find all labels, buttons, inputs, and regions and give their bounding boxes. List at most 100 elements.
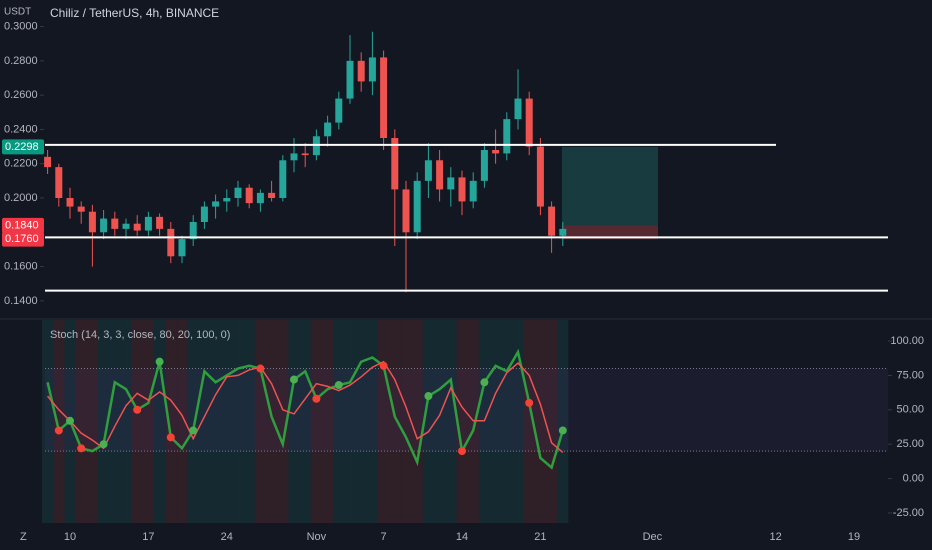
x-tick-label: 19 [848, 531, 860, 543]
regime-shade [109, 320, 121, 523]
candle-body [268, 192, 276, 198]
regime-shade [176, 320, 188, 523]
candle-body [189, 222, 197, 240]
regime-shade [355, 320, 367, 523]
candle-body [133, 223, 141, 231]
regime-shade [53, 320, 65, 523]
cross-dot [379, 361, 388, 370]
candle-body [380, 57, 388, 138]
candle-body [436, 160, 444, 190]
stoch-line [46, 348, 564, 470]
regime-shade [266, 320, 278, 523]
cross-dot [166, 433, 175, 442]
candle-body [346, 60, 354, 99]
cross-dot [480, 378, 489, 387]
y-tick-label: 0.1400 [4, 295, 38, 307]
cross-dot [77, 444, 86, 453]
symbol-title: Chiliz / TetherUS, 4h, BINANCE [50, 6, 219, 20]
y-tick-label: 100.00 [890, 335, 924, 347]
x-tick-label: 7 [381, 531, 387, 543]
candle-body [402, 189, 410, 233]
candle-body [279, 160, 287, 198]
indicator-title: Stoch (14, 3, 3, close, 80, 20, 100, 0) [50, 329, 230, 341]
regime-shade [557, 320, 569, 523]
cross-dot [525, 398, 534, 407]
candle-body [122, 223, 130, 229]
candle-body [66, 198, 74, 207]
candle-body [458, 177, 466, 202]
price-label-box [2, 139, 44, 155]
candle-body [514, 98, 522, 120]
regime-shade [366, 320, 378, 523]
x-tick-label: 14 [456, 531, 468, 543]
regime-shade [131, 320, 143, 523]
x-tick-label: Dec [643, 531, 663, 543]
y-tick-label: 0.2800 [4, 55, 38, 67]
cross-dot [256, 364, 265, 373]
candle-body [324, 122, 332, 137]
y-tick-label: -25.00 [893, 507, 924, 519]
regime-shade [288, 320, 300, 523]
candle-body [525, 98, 533, 147]
regime-shade [333, 320, 345, 523]
regime-shade [120, 320, 132, 523]
regime-shade [310, 320, 322, 523]
candle-body [88, 211, 96, 233]
regime-shade [456, 320, 468, 523]
regime-shade [322, 320, 334, 523]
candle-body [77, 206, 85, 212]
price-label: 0.1760 [5, 233, 39, 245]
candle-body [469, 180, 477, 202]
timezone-icon[interactable]: Z [20, 531, 27, 543]
candle-body [335, 98, 343, 123]
candle-body [144, 216, 152, 231]
cross-dot [189, 426, 198, 435]
candle-body [480, 150, 488, 181]
price-label: 0.1840 [5, 219, 39, 231]
x-tick-label: 12 [769, 531, 781, 543]
y-tick-label: 25.00 [896, 438, 924, 450]
regime-shade [534, 320, 546, 523]
regime-shade [277, 320, 289, 523]
cross-dot [334, 381, 343, 390]
cross-dot [558, 426, 567, 435]
candle-body [234, 187, 242, 198]
regime-shade [98, 320, 110, 523]
regime-shade [546, 320, 558, 523]
candle-body [212, 201, 220, 207]
profit-zone [562, 146, 658, 226]
candle-body [200, 206, 208, 222]
cross-dot [458, 447, 466, 456]
candle-body [492, 150, 500, 154]
regime-shade [86, 320, 98, 523]
candle-body [223, 198, 231, 202]
regime-shade [344, 320, 356, 523]
regime-shade [501, 320, 513, 523]
y-tick-label: 0.2600 [4, 89, 38, 101]
cross-dot [312, 394, 321, 403]
regime-shade [142, 320, 154, 523]
candle-body [167, 228, 175, 257]
y-tick-label: 0.2400 [4, 123, 38, 135]
y-tick-label: 0.00 [903, 472, 924, 484]
x-tick-label: 21 [534, 531, 546, 543]
regime-shade [243, 320, 255, 523]
candle-body [357, 60, 365, 82]
candle-body [391, 138, 399, 190]
candle-body [447, 177, 455, 190]
y-tick-label: 0.2000 [4, 192, 38, 204]
loss-zone [562, 225, 658, 240]
candle-body [290, 153, 298, 161]
regime-shade [389, 320, 401, 523]
cross-dot [155, 357, 164, 366]
band-fill [45, 368, 888, 452]
price-label-box [2, 217, 44, 233]
y-tick-label: 75.00 [896, 369, 924, 381]
y-tick-label: 50.00 [896, 404, 924, 416]
y-tick-label: 0.1600 [4, 260, 38, 272]
regime-shade [378, 320, 390, 523]
x-tick-label: 17 [142, 531, 154, 543]
candle-body [548, 206, 556, 236]
